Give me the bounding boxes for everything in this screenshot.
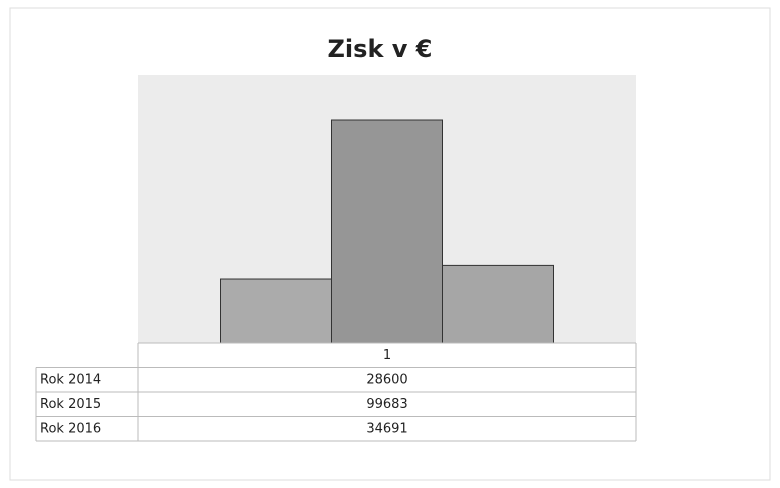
table-value: 34691 <box>366 421 407 436</box>
legend-label: Rok 2015 <box>40 397 101 412</box>
table-value: 99683 <box>366 397 407 412</box>
category-label: 1 <box>383 348 391 363</box>
bar <box>331 119 443 344</box>
bar <box>220 278 332 344</box>
legend-label: Rok 2014 <box>40 372 101 387</box>
bar <box>442 264 554 344</box>
legend-label: Rok 2016 <box>40 421 101 436</box>
chart-title: Zisk v € <box>328 35 433 63</box>
table-value: 28600 <box>366 372 407 387</box>
